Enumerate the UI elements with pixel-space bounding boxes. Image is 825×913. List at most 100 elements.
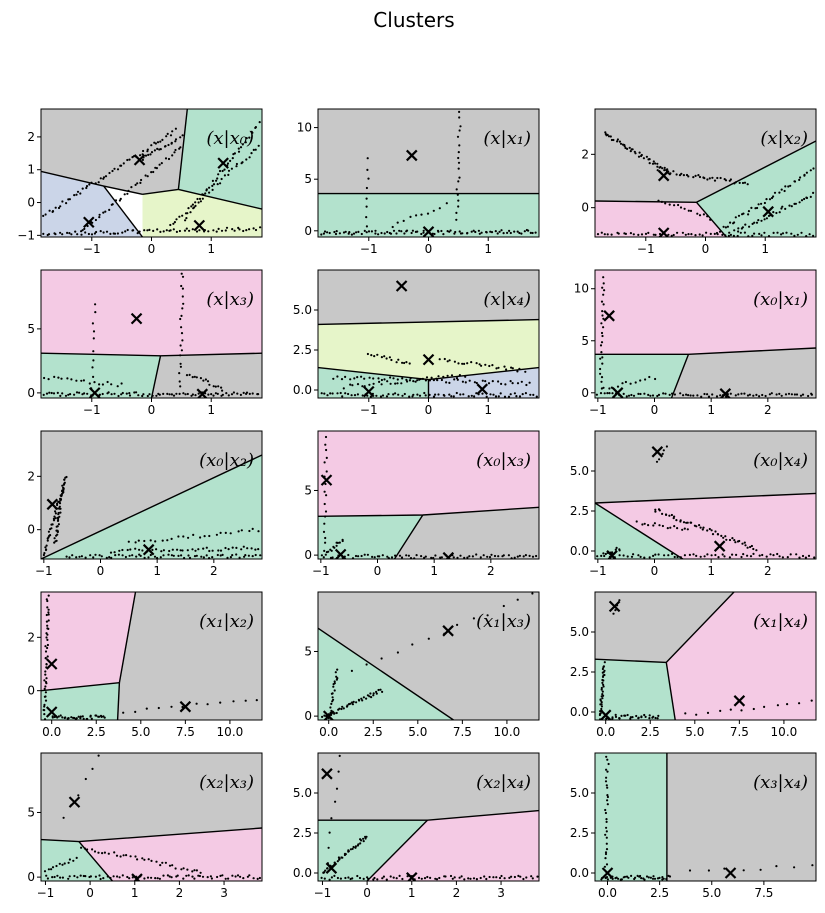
data-point (179, 385, 182, 388)
data-point (350, 233, 353, 236)
data-point (158, 163, 161, 166)
data-point (786, 703, 789, 706)
data-point (181, 134, 184, 137)
data-point (251, 131, 254, 134)
data-point (162, 549, 165, 552)
data-point (88, 183, 91, 186)
data-point (405, 229, 409, 232)
panel-label: (x₀|x₃) (476, 450, 531, 471)
data-point (56, 391, 59, 394)
data-point (509, 393, 512, 396)
data-point (398, 554, 402, 557)
data-point (230, 393, 234, 396)
y-tick-label: 2.5 (570, 665, 589, 679)
data-point (180, 554, 183, 557)
data-point (73, 716, 76, 720)
data-point (456, 378, 459, 381)
data-point (426, 875, 429, 879)
data-point (507, 395, 511, 398)
y-tick-label: 5 (304, 483, 312, 497)
data-point (599, 344, 603, 347)
data-point (196, 197, 199, 201)
subplot: −1 0 1 2 30.02.55.0 (x₂|x₄) (293, 752, 540, 900)
data-point (331, 556, 334, 559)
data-point (648, 556, 651, 559)
data-point (673, 393, 677, 396)
panel-label: (x₁|x₄) (753, 611, 808, 632)
data-point (194, 201, 197, 204)
data-point (47, 608, 50, 611)
data-point (608, 392, 611, 395)
data-point (463, 878, 466, 881)
data-point (484, 363, 487, 366)
data-point (509, 231, 512, 235)
data-point (798, 178, 801, 181)
data-point (400, 556, 404, 559)
data-point (759, 868, 762, 871)
data-point (147, 153, 150, 156)
data-point (186, 549, 189, 552)
x-tick-label: 2 (210, 564, 218, 578)
data-point (75, 193, 78, 196)
data-point (772, 211, 775, 214)
decision-boundary (103, 185, 144, 237)
data-point (430, 556, 433, 559)
data-point (671, 392, 674, 395)
data-point (757, 219, 760, 222)
data-point (58, 515, 61, 518)
data-point (596, 555, 599, 558)
plot-area (595, 431, 816, 559)
x-tick-label: 0 (363, 886, 371, 900)
data-point (535, 554, 538, 558)
data-point (216, 875, 219, 879)
data-point (326, 231, 329, 234)
data-point (454, 230, 457, 234)
data-point (671, 552, 674, 556)
data-point (346, 704, 349, 707)
data-point (140, 178, 143, 182)
data-point (349, 378, 352, 381)
data-point (515, 395, 518, 398)
data-point (618, 554, 621, 557)
x-tick-label: 0 (425, 403, 433, 417)
data-point (805, 171, 809, 174)
data-point (172, 394, 176, 397)
y-tick-label: 5 (304, 644, 312, 658)
x-tick-label: −1 (83, 242, 101, 256)
data-point (668, 203, 671, 206)
data-point (390, 358, 393, 362)
data-point (662, 392, 665, 395)
data-point (722, 225, 725, 228)
data-point (620, 714, 623, 718)
region-gray (41, 753, 262, 842)
data-point (760, 234, 763, 237)
data-point (105, 556, 108, 559)
data-point (449, 229, 452, 232)
data-point (143, 229, 146, 232)
data-point (667, 554, 670, 557)
data-point (654, 508, 657, 511)
data-point (66, 231, 69, 234)
data-point (480, 364, 483, 367)
data-point (644, 378, 647, 381)
data-point (138, 553, 141, 556)
data-point (375, 394, 378, 397)
data-point (363, 377, 366, 380)
data-point (365, 225, 368, 228)
data-point (165, 135, 168, 138)
data-point (432, 395, 436, 398)
data-point (458, 176, 461, 179)
data-point (42, 214, 45, 217)
data-point (676, 527, 679, 530)
x-tick-label: 2.5 (650, 886, 669, 900)
data-point (600, 376, 604, 379)
data-point (94, 182, 97, 185)
data-point (618, 140, 622, 143)
data-point (648, 375, 651, 379)
data-point (90, 233, 94, 236)
data-point (211, 184, 214, 187)
data-point (376, 878, 379, 881)
data-point (763, 231, 766, 234)
centroid-marker (45, 706, 58, 718)
